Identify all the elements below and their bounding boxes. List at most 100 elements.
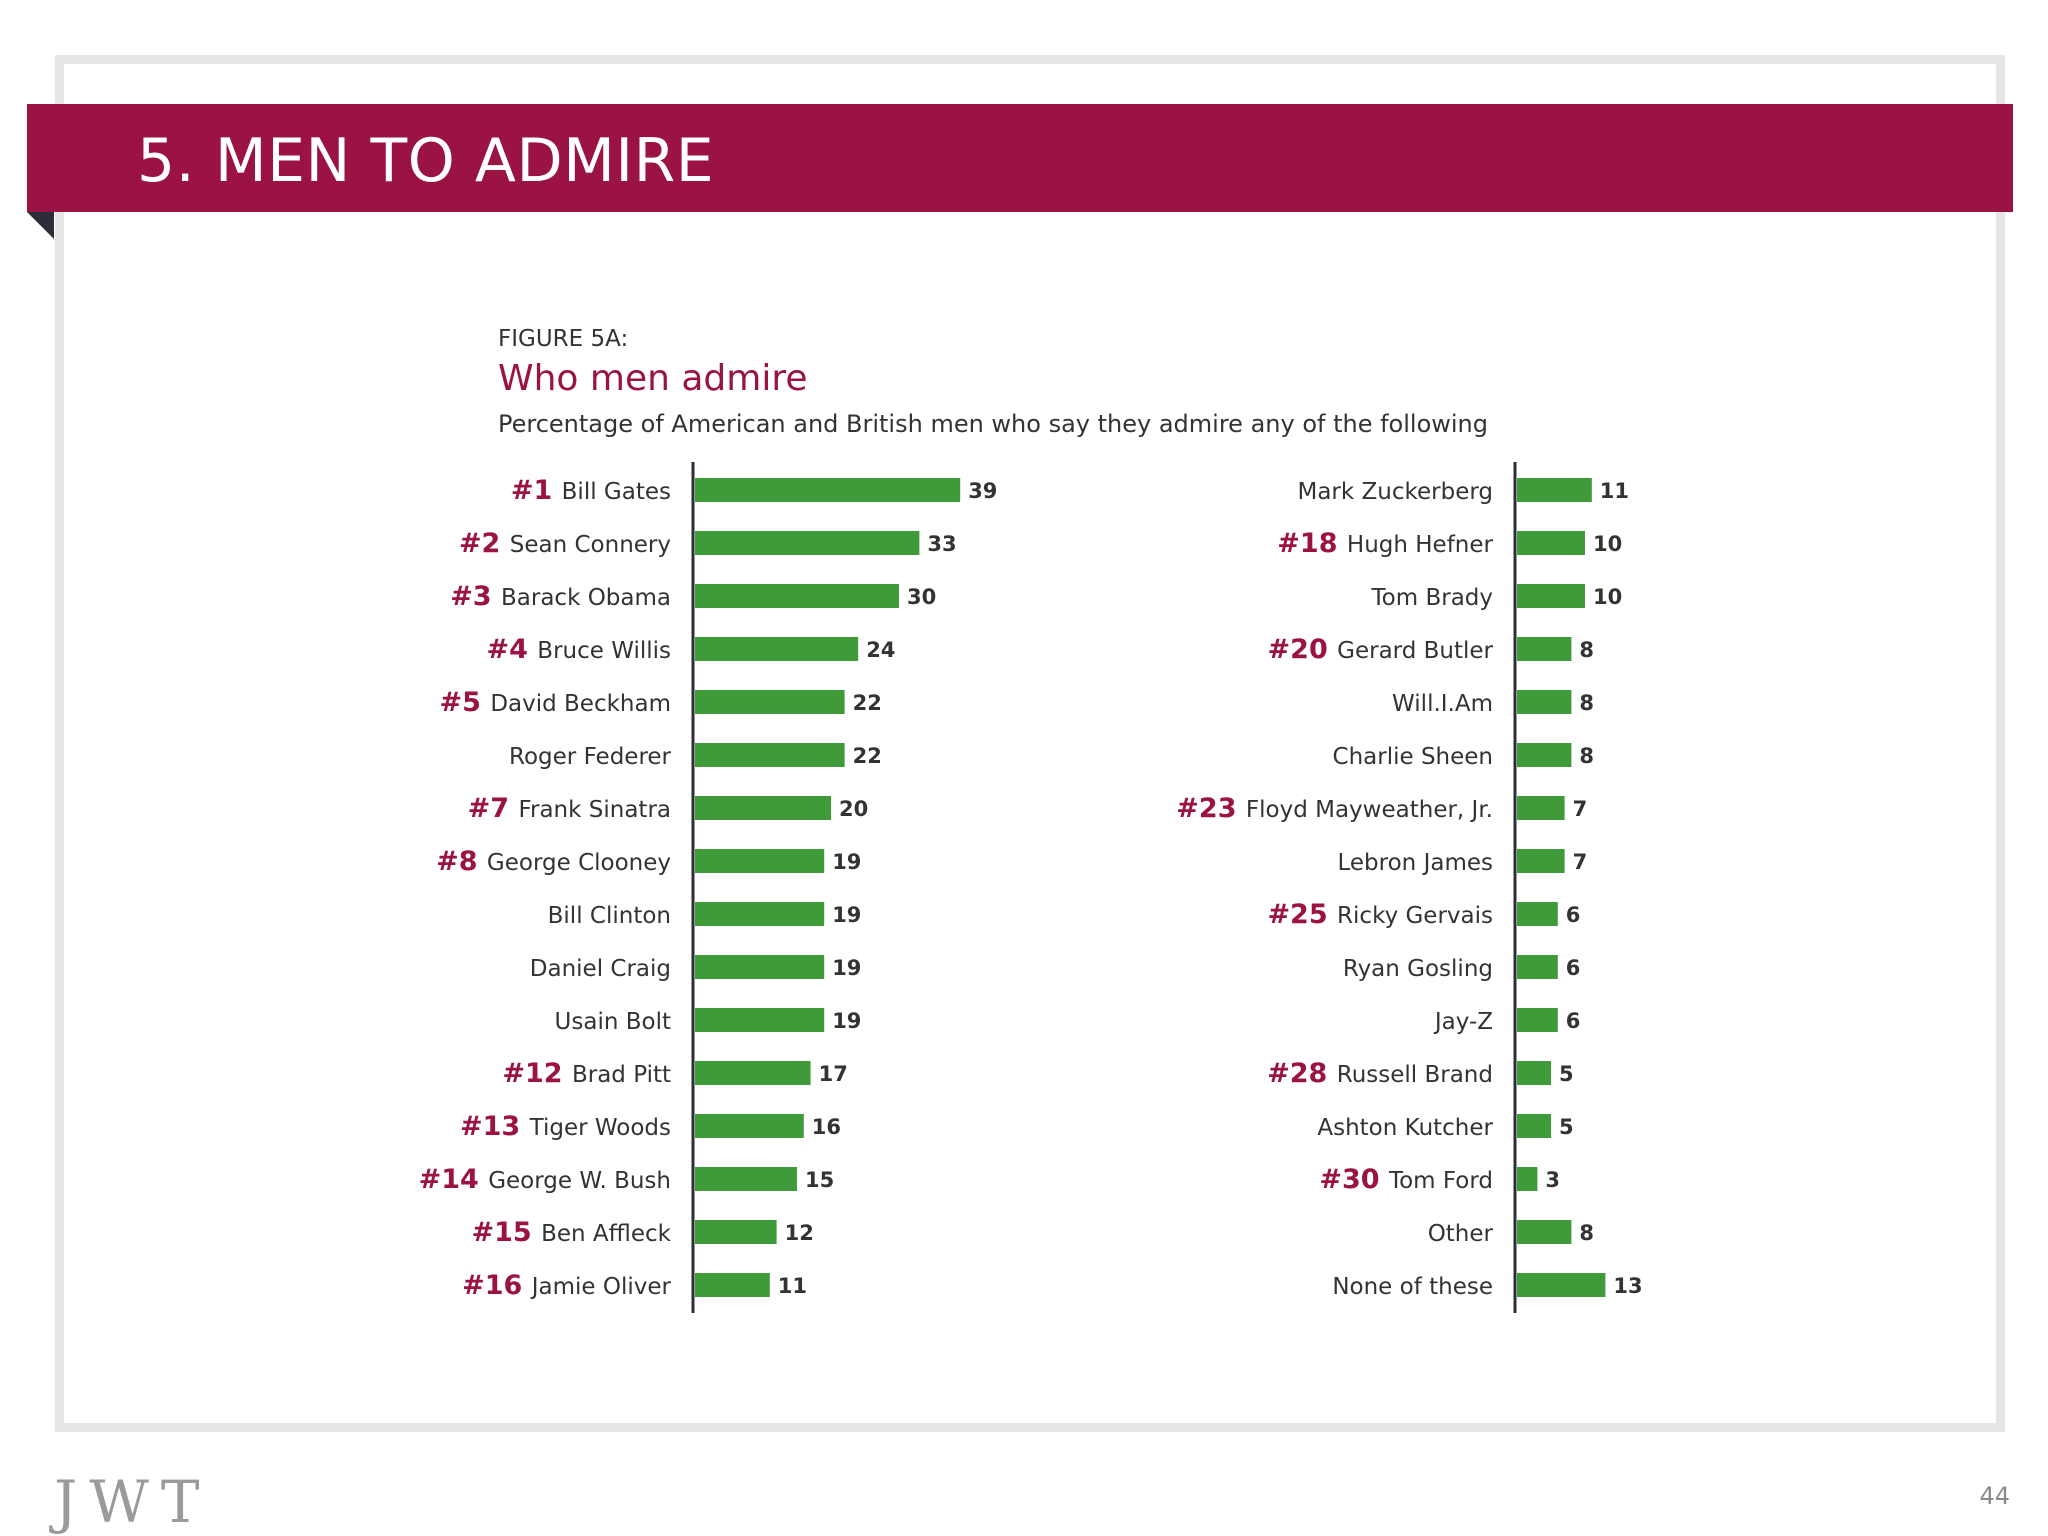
category-label-right-6: #23 Floyd Mayweather, Jr.	[1176, 793, 1493, 824]
value-label-right-12: 5	[1559, 1115, 1574, 1139]
rank-badge: #25	[1267, 899, 1337, 930]
person-name: George Clooney	[487, 850, 671, 876]
value-label-left-3: 24	[866, 638, 895, 662]
rank-badge: #1	[511, 475, 562, 506]
category-label-left-1: #2 Sean Connery	[459, 528, 671, 559]
value-label-left-2: 30	[907, 585, 936, 609]
value-label-right-8: 6	[1566, 903, 1581, 927]
category-label-right-13: #30 Tom Ford	[1319, 1164, 1493, 1195]
bar-left-1	[695, 531, 920, 555]
category-label-right-1: #18 Hugh Hefner	[1277, 528, 1493, 559]
bar-right-10	[1517, 1008, 1558, 1032]
category-label-right-0: Mark Zuckerberg	[1297, 479, 1493, 505]
category-label-right-12: Ashton Kutcher	[1317, 1115, 1493, 1141]
person-name: Ricky Gervais	[1337, 903, 1493, 929]
title-banner: 5. MEN TO ADMIRE	[27, 104, 2013, 212]
category-label-left-12: #13 Tiger Woods	[460, 1111, 671, 1142]
category-label-left-0: #1 Bill Gates	[511, 475, 671, 506]
category-label-right-10: Jay-Z	[1433, 1009, 1493, 1035]
page-number: 44	[1979, 1482, 2010, 1510]
person-name: Mark Zuckerberg	[1297, 479, 1493, 505]
bar-right-7	[1517, 849, 1565, 873]
category-label-right-9: Ryan Gosling	[1343, 956, 1493, 982]
banner-fold	[27, 212, 54, 239]
person-name: Tiger Woods	[529, 1115, 671, 1141]
person-name: Ben Affleck	[541, 1221, 672, 1247]
value-label-left-6: 20	[839, 797, 868, 821]
bar-right-1	[1517, 531, 1585, 555]
bar-right-15	[1517, 1273, 1606, 1297]
value-label-left-11: 17	[819, 1062, 848, 1086]
value-label-right-6: 7	[1573, 797, 1588, 821]
bar-right-9	[1517, 955, 1558, 979]
person-name: Tom Ford	[1388, 1168, 1493, 1194]
person-name: Gerard Butler	[1337, 638, 1493, 664]
person-name: Roger Federer	[509, 744, 672, 770]
person-name: Lebron James	[1338, 850, 1494, 876]
bar-right-3	[1517, 637, 1572, 661]
bar-left-7	[695, 849, 825, 873]
rank-badge: #12	[502, 1058, 572, 1089]
person-name: Charlie Sheen	[1333, 744, 1493, 770]
bar-right-13	[1517, 1167, 1538, 1191]
value-label-left-1: 33	[927, 532, 956, 556]
person-name: Tom Brady	[1371, 585, 1493, 611]
value-label-right-13: 3	[1545, 1168, 1560, 1192]
person-name: Bruce Willis	[537, 638, 671, 664]
person-name: Barack Obama	[501, 585, 671, 611]
bar-left-13	[695, 1167, 797, 1191]
bar-right-6	[1517, 796, 1565, 820]
person-name: Bill Gates	[562, 479, 671, 505]
category-label-left-8: Bill Clinton	[548, 903, 671, 929]
value-label-left-4: 22	[853, 691, 882, 715]
bar-left-6	[695, 796, 831, 820]
value-label-right-3: 8	[1579, 638, 1594, 662]
category-label-right-15: None of these	[1332, 1274, 1493, 1300]
person-name: Sean Connery	[510, 532, 671, 558]
value-label-left-9: 19	[832, 956, 861, 980]
category-label-left-7: #8 George Clooney	[436, 846, 671, 877]
category-label-left-15: #16 Jamie Oliver	[462, 1270, 671, 1301]
category-label-right-3: #20 Gerard Butler	[1268, 634, 1494, 665]
person-name: Frank Sinatra	[518, 797, 671, 823]
value-label-right-7: 7	[1573, 850, 1588, 874]
rank-badge: #23	[1176, 793, 1246, 824]
bar-left-12	[695, 1114, 804, 1138]
value-label-left-0: 39	[968, 479, 997, 503]
person-name: Usain Bolt	[555, 1009, 671, 1035]
slide-title: 5. MEN TO ADMIRE	[137, 126, 715, 196]
category-label-left-10: Usain Bolt	[555, 1009, 671, 1035]
category-label-left-13: #14 George W. Bush	[419, 1164, 671, 1195]
bar-right-14	[1517, 1220, 1572, 1244]
rank-badge: #2	[459, 528, 510, 559]
value-label-left-14: 12	[785, 1221, 814, 1245]
value-label-right-5: 8	[1579, 744, 1594, 768]
person-name: Ashton Kutcher	[1317, 1115, 1493, 1141]
value-label-left-10: 19	[832, 1009, 861, 1033]
category-label-left-6: #7 Frank Sinatra	[468, 793, 671, 824]
category-label-left-14: #15 Ben Affleck	[471, 1217, 671, 1248]
bar-left-8	[695, 902, 825, 926]
person-name: David Beckham	[490, 691, 671, 717]
rank-badge: #8	[436, 846, 487, 877]
figure-subtitle: Percentage of American and British men w…	[498, 410, 1488, 438]
person-name: Will.I.Am	[1392, 691, 1493, 717]
person-name: Floyd Mayweather, Jr.	[1246, 797, 1493, 823]
rank-badge: #20	[1268, 634, 1338, 665]
bar-left-0	[695, 478, 961, 502]
rank-badge: #4	[486, 634, 537, 665]
slide-frame	[55, 55, 2005, 1432]
value-label-right-9: 6	[1566, 956, 1581, 980]
person-name: Jay-Z	[1433, 1009, 1493, 1035]
value-label-right-11: 5	[1559, 1062, 1574, 1086]
category-label-right-4: Will.I.Am	[1392, 691, 1493, 717]
rank-badge: #18	[1277, 528, 1347, 559]
figure-label: FIGURE 5A:	[498, 326, 629, 352]
category-label-right-2: Tom Brady	[1371, 585, 1493, 611]
value-label-right-1: 10	[1593, 532, 1622, 556]
person-name: Russell Brand	[1337, 1062, 1493, 1088]
bar-left-15	[695, 1273, 770, 1297]
rank-badge: #7	[468, 793, 519, 824]
value-label-right-14: 8	[1579, 1221, 1594, 1245]
person-name: Jamie Oliver	[530, 1274, 672, 1300]
